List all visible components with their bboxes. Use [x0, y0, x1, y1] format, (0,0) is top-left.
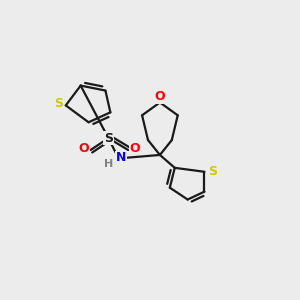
Text: O: O: [154, 90, 165, 103]
Text: N: N: [116, 152, 127, 164]
Text: S: S: [54, 97, 63, 110]
Text: H: H: [104, 159, 113, 169]
Text: O: O: [78, 142, 89, 154]
Text: S: S: [208, 165, 217, 178]
Text: O: O: [130, 142, 140, 154]
Text: S: S: [104, 132, 113, 145]
